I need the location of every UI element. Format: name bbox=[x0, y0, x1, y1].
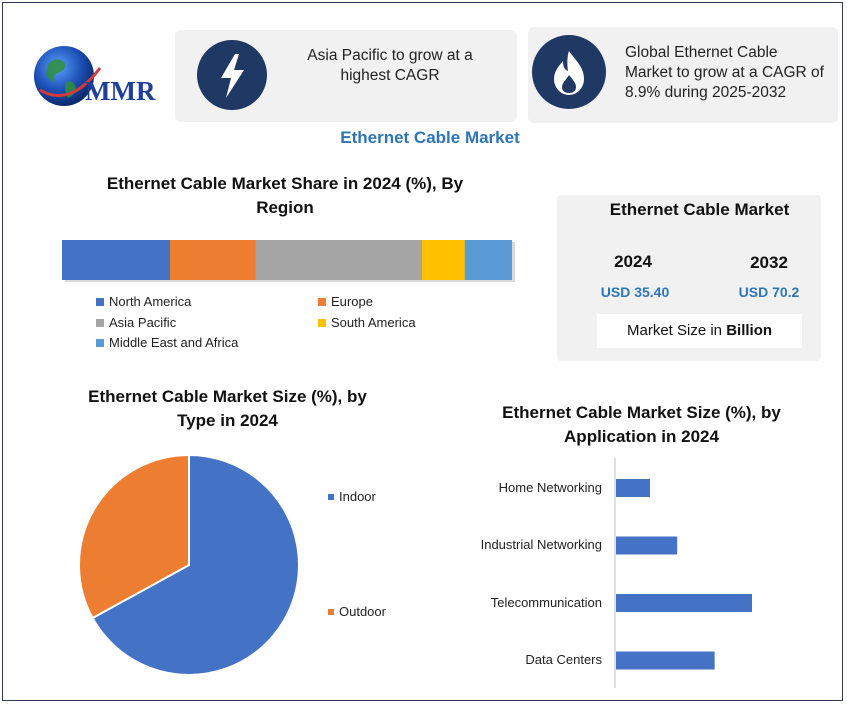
application-bar-chart bbox=[614, 458, 752, 688]
legend-item-outdoor: Outdoor bbox=[328, 604, 386, 619]
legend-item-indoor: Indoor bbox=[328, 489, 376, 504]
legend-item-asia-pacific: Asia Pacific bbox=[96, 315, 176, 330]
legend-swatch bbox=[318, 318, 326, 327]
bar-2 bbox=[616, 594, 752, 612]
stacked-bar-segment-2 bbox=[255, 240, 422, 280]
stacked-bar-segment-4 bbox=[464, 240, 512, 280]
type-chart-title: Ethernet Cable Market Size (%), by Type … bbox=[88, 387, 367, 430]
stacked-bar-segment-1 bbox=[170, 240, 256, 280]
market-size-box: Ethernet Cable Market 2024 USD 35.40 203… bbox=[557, 195, 821, 361]
type-pie-chart bbox=[78, 453, 300, 676]
bar-label-industrial-networking: Industrial Networking bbox=[480, 537, 602, 552]
bar-label-telecommunication: Telecommunication bbox=[490, 595, 602, 610]
value-2032: USD 70.2 bbox=[738, 284, 800, 300]
stacked-bar-segment-0 bbox=[62, 240, 170, 280]
legend-item-europe: Europe bbox=[318, 294, 373, 309]
region-stacked-bar bbox=[62, 240, 515, 282]
legend-swatch bbox=[328, 493, 334, 500]
legend-item-middle-east-africa: Middle East and Africa bbox=[96, 335, 238, 350]
info-card-asia-pacific: Asia Pacific to grow at a highest CAGR bbox=[175, 30, 517, 122]
bar-label-data-centers: Data Centers bbox=[525, 652, 602, 667]
logo: MMR bbox=[30, 38, 160, 118]
application-chart-title: Ethernet Cable Market Size (%), by Appli… bbox=[502, 403, 781, 446]
page-title: Ethernet Cable Market bbox=[340, 128, 520, 147]
legend-item-north-america: North America bbox=[96, 294, 191, 309]
info-card-text: Global Ethernet Cable Market to grow at … bbox=[625, 44, 824, 101]
logo-text: MMR bbox=[85, 76, 156, 106]
market-box-title: Ethernet Cable Market bbox=[609, 200, 790, 219]
legend-swatch bbox=[96, 338, 104, 347]
pie-slice-1 bbox=[78, 453, 190, 620]
info-card-cagr: Global Ethernet Cable Market to grow at … bbox=[528, 27, 838, 123]
region-chart-title: Ethernet Cable Market Share in 2024 (%),… bbox=[106, 174, 464, 217]
bar-1 bbox=[616, 536, 678, 555]
bar-0 bbox=[616, 479, 650, 497]
pie-slice-0 bbox=[91, 453, 300, 676]
legend-swatch bbox=[328, 608, 334, 615]
flame-icon bbox=[532, 35, 606, 109]
globe-logo-icon bbox=[34, 46, 102, 106]
stacked-bar-segment-3 bbox=[422, 240, 465, 280]
value-2024: USD 35.40 bbox=[600, 284, 670, 300]
bar-3 bbox=[616, 651, 715, 670]
legend-item-south-america: South America bbox=[318, 315, 416, 330]
market-size-unit-label: Market Size in Billion bbox=[597, 314, 802, 348]
lightning-bolt-icon bbox=[197, 40, 267, 110]
legend-swatch bbox=[96, 318, 104, 327]
year-2032: 2032 bbox=[750, 253, 788, 272]
info-card-text: Asia Pacific to grow at a highest CAGR bbox=[307, 47, 473, 84]
legend-swatch bbox=[318, 297, 326, 306]
bar-label-home-networking: Home Networking bbox=[498, 480, 602, 495]
legend-swatch bbox=[96, 297, 104, 306]
year-2024: 2024 bbox=[614, 252, 652, 271]
